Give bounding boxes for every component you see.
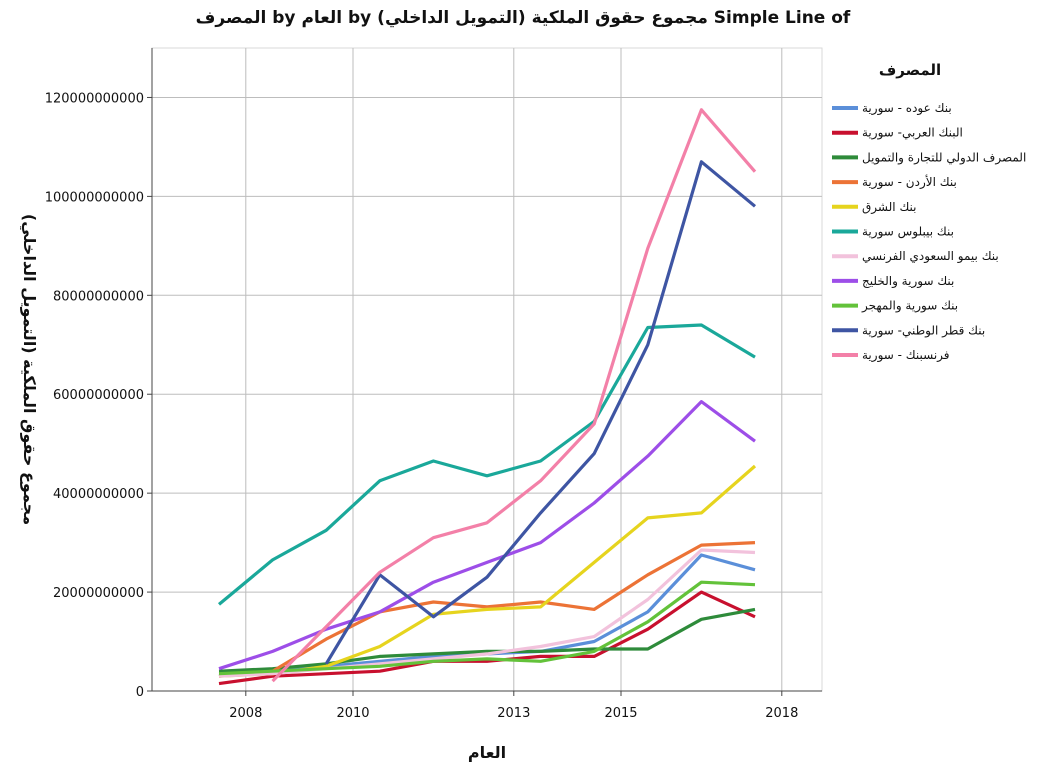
chart-title: المصرف by العام by (مجموع حقوق الملكية (…	[195, 8, 851, 28]
legend-title: المصرف	[879, 61, 941, 79]
x-tick-label: 2010	[336, 706, 369, 721]
series-line-6	[217, 323, 756, 606]
legend-label-7: بنك بيمو السعودي الفرنسي	[862, 249, 999, 264]
y-tick-label: 80000000000	[53, 289, 144, 304]
y-tick-label: 60000000000	[53, 388, 144, 403]
legend-label-6: بنك بيبلوس سورية	[862, 225, 954, 240]
plot-area	[151, 47, 823, 692]
legend-label-2: البنك العربي- سورية	[862, 126, 963, 141]
legend-label-8: بنك سورية والخليج	[862, 274, 954, 289]
y-tick-label: 120000000000	[45, 91, 144, 106]
legend-label-5: بنك الشرق	[862, 200, 917, 215]
series-line-3	[218, 607, 756, 673]
y-axis-title: مجموع حقوق الملكية (التمويل الداخلي)	[19, 214, 39, 525]
x-tick-label: 2015	[604, 706, 637, 721]
legend-label-9: بنك سورية والمهجر	[861, 299, 958, 314]
x-tick-label: 2008	[229, 706, 262, 721]
y-tick-label: 100000000000	[45, 190, 144, 205]
series-line-9	[218, 580, 756, 676]
legend-label-3: المصرف الدولي للتجارة والتمويل	[862, 150, 1026, 165]
y-tick-label: 40000000000	[53, 487, 144, 502]
series-line-2	[218, 590, 756, 686]
series-line-11	[271, 108, 757, 683]
y-tick-label: 20000000000	[53, 586, 144, 601]
series-line-10	[324, 160, 757, 665]
x-axis-title: العام	[468, 743, 506, 762]
legend-label-10: بنك قطر الوطني- سورية	[862, 323, 985, 338]
legend-label-11: فرنسبنك - سورية	[862, 348, 950, 363]
series-line-8	[218, 400, 756, 671]
x-tick-label: 2013	[497, 706, 530, 721]
legend-label-4: بنك الأردن - سورية	[862, 174, 957, 190]
y-tick-label: 0	[136, 685, 144, 700]
series-line-4	[218, 541, 756, 678]
x-tick-label: 2018	[765, 706, 798, 721]
legend-label-1: بنك عوده - سورية	[862, 101, 952, 116]
